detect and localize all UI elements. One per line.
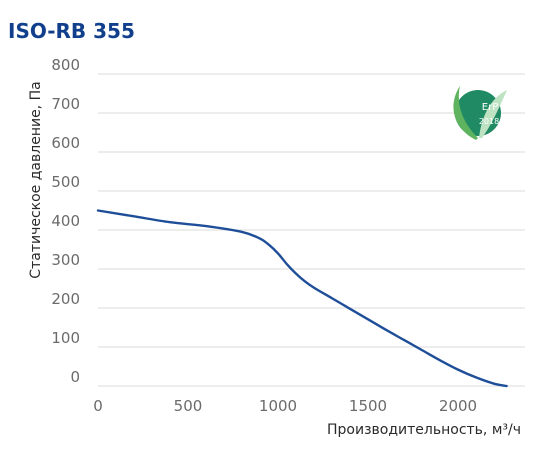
x-tick-label: 0 (93, 397, 103, 415)
x-tick-label: 500 (174, 397, 203, 415)
x-tick-label: 2000 (439, 397, 477, 415)
y-tick-label: 300 (51, 251, 80, 269)
x-tick-labels: 0 500 1000 1500 2000 (93, 397, 477, 415)
series-line (96, 209, 508, 388)
y-tick-label: 500 (51, 173, 80, 191)
leaf-icon (453, 86, 507, 140)
badge-year: 2018 (479, 117, 499, 126)
erp-badge: ErP 2018 (453, 86, 507, 140)
y-axis-label: Статическое давление, Па (28, 81, 44, 278)
series-layer (96, 209, 508, 388)
y-tick-label: 700 (51, 95, 80, 113)
y-tick-label: 800 (51, 56, 80, 74)
x-tick-label: 1000 (259, 397, 297, 415)
chart-title: ISO-RB 355 (8, 19, 135, 43)
y-tick-labels: 0 100 200 300 400 500 600 700 800 (51, 56, 80, 386)
badge-label: ErP (482, 102, 498, 113)
y-tick-label: 400 (51, 212, 80, 230)
y-tick-label: 0 (70, 368, 80, 386)
x-tick-label: 1500 (349, 397, 387, 415)
y-tick-label: 200 (51, 290, 80, 308)
y-tick-label: 600 (51, 134, 80, 152)
y-tick-label: 100 (51, 329, 80, 347)
gridlines (98, 73, 525, 387)
x-axis-label: Производительность, м³/ч (327, 422, 521, 438)
